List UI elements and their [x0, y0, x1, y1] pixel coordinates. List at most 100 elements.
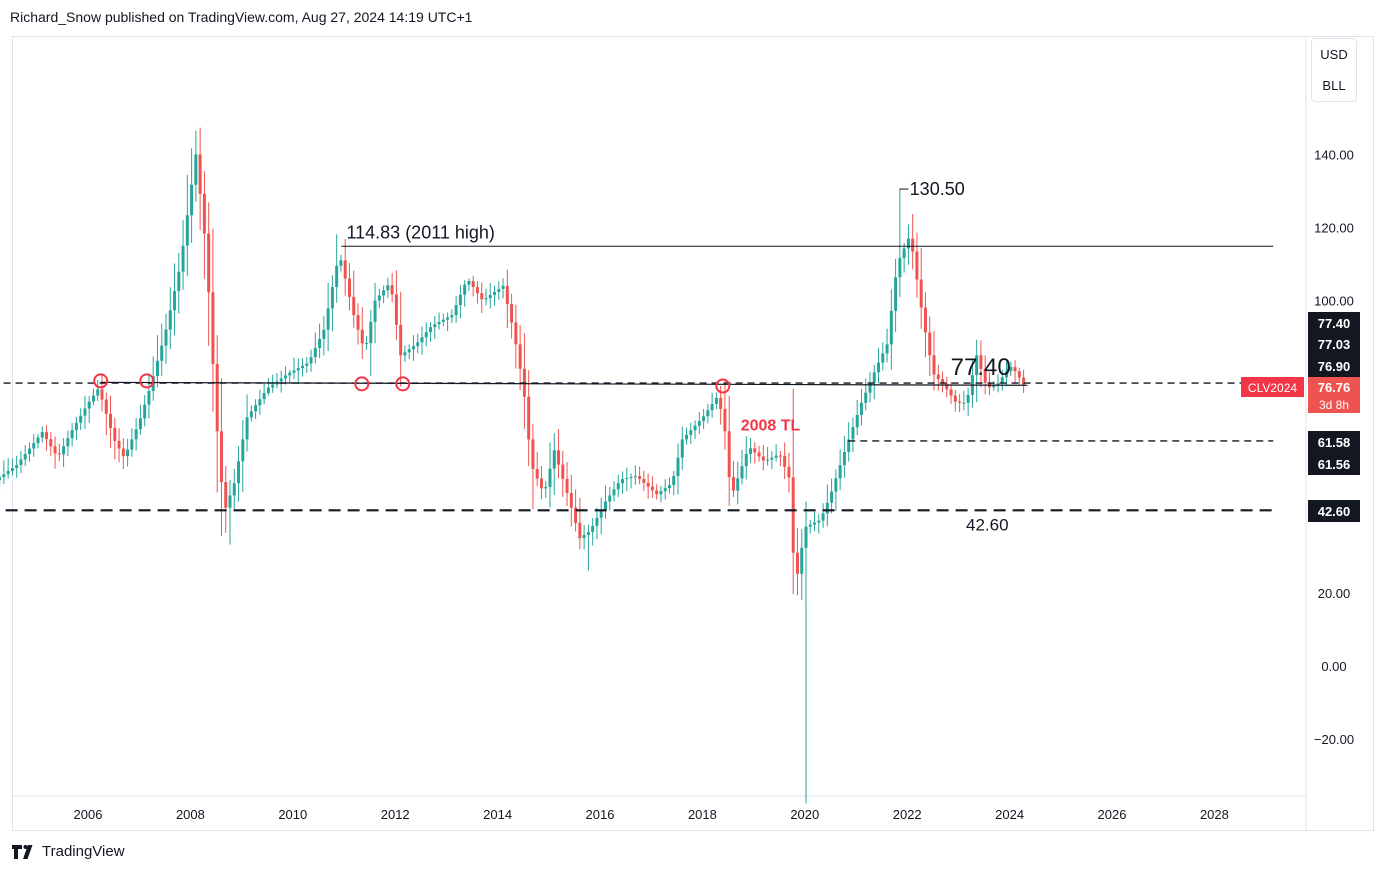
candle: [1017, 367, 1021, 385]
time-tick-label: 2028: [1200, 807, 1229, 822]
candle-body: [484, 298, 488, 300]
price-tag: 42.60: [1308, 500, 1360, 522]
candle-body: [70, 430, 74, 439]
candle: [155, 335, 159, 388]
candle: [202, 171, 206, 279]
candle: [437, 312, 441, 330]
candle-body: [309, 357, 313, 364]
candle: [996, 374, 1000, 393]
candle: [237, 446, 241, 502]
candle: [458, 285, 462, 319]
footer-brand[interactable]: TradingView: [12, 843, 125, 860]
candle: [962, 390, 966, 411]
candle: [279, 370, 283, 393]
candle: [1022, 369, 1026, 393]
candle: [74, 416, 78, 441]
price-tag-label: 77.03: [1318, 337, 1351, 352]
candle: [689, 422, 693, 444]
candle: [83, 395, 87, 429]
unit-label[interactable]: BLL: [1322, 78, 1346, 93]
candle-body: [198, 154, 202, 194]
price-tag-bg: [1308, 431, 1360, 453]
candle-body: [680, 439, 684, 458]
candle-body: [27, 448, 31, 455]
candle: [266, 377, 270, 396]
candle: [198, 127, 202, 231]
candle-body: [979, 355, 983, 370]
candle-body: [885, 344, 889, 354]
candle-body: [126, 449, 130, 457]
candle-body: [446, 317, 450, 320]
candle-body: [518, 344, 522, 369]
candle: [791, 388, 795, 595]
candle: [450, 309, 454, 324]
candle-body: [228, 495, 232, 508]
candle: [663, 479, 667, 500]
candle: [646, 473, 650, 499]
candle-body: [91, 395, 95, 402]
price-tag-label: 77.40: [1318, 316, 1351, 331]
candle: [941, 371, 945, 393]
candle: [313, 332, 317, 364]
candle-body: [49, 439, 53, 447]
price-axis-tags: 77.40 77.03 76.90 61.58 61.56 42.60 76.76 3d 8h…: [1241, 312, 1360, 522]
candle-body: [1022, 377, 1026, 386]
candlestick-series: [0, 127, 1026, 804]
candle: [535, 452, 539, 487]
candle-body: [143, 404, 147, 419]
candle-body: [582, 535, 586, 539]
price-tick-label: 20.00: [1318, 586, 1351, 601]
price-tag-label: 76.90: [1318, 359, 1351, 374]
candle: [813, 511, 817, 532]
candle-body: [936, 374, 940, 380]
candle-body: [458, 294, 462, 305]
candle: [702, 409, 706, 429]
candle-body: [915, 251, 919, 280]
candle-body: [894, 277, 898, 311]
candle: [275, 372, 279, 389]
candle: [463, 280, 467, 307]
time-tick-label: 2008: [176, 807, 205, 822]
price-tag: 76.90: [1308, 355, 1360, 377]
candle: [360, 307, 364, 360]
candle-body: [66, 438, 70, 447]
candle-body: [138, 418, 142, 430]
candle-body: [450, 315, 454, 318]
candle: [548, 442, 552, 508]
candle-body: [689, 430, 693, 435]
candle-body: [74, 422, 78, 431]
candle-body: [770, 457, 774, 460]
candle: [433, 316, 437, 339]
candle-body: [539, 478, 543, 489]
candle: [57, 443, 61, 462]
current-price-tag: 76.76 3d 8h: [1308, 377, 1360, 413]
candle: [753, 442, 757, 464]
candle-body: [36, 437, 40, 444]
candle-body: [211, 292, 215, 364]
candle-body: [514, 322, 518, 345]
candle: [582, 524, 586, 550]
candle-body: [441, 319, 445, 322]
candle: [232, 468, 236, 510]
candle-body: [569, 492, 573, 508]
candle-body: [962, 402, 966, 404]
candle-body: [403, 352, 407, 356]
candle-body: [808, 524, 812, 527]
candle: [539, 466, 543, 500]
candle-body: [488, 295, 492, 299]
candle-body: [586, 531, 590, 536]
unit-selector[interactable]: USD BLL: [1311, 38, 1357, 102]
candle: [527, 370, 531, 467]
candle: [343, 239, 347, 296]
currency-label[interactable]: USD: [1320, 47, 1348, 62]
candle-body: [296, 368, 300, 371]
candle-body: [975, 355, 979, 376]
candle-body: [19, 459, 23, 465]
candle-body: [322, 329, 326, 339]
candle-body: [164, 329, 168, 346]
time-tick-label: 2014: [483, 807, 512, 822]
candle-body: [638, 476, 642, 479]
candle: [484, 288, 488, 306]
candle-body: [155, 360, 159, 377]
